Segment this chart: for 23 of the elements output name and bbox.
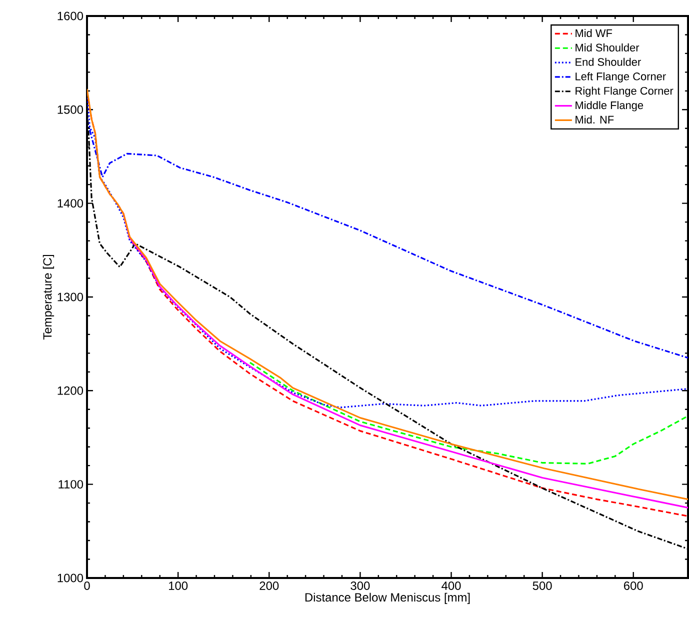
x-tick-label: 600: [624, 582, 643, 590]
y-tick-label: 1300: [58, 292, 84, 302]
x-axis-title: Distance Below Meniscus [mm]: [305, 592, 470, 604]
x-tick-label: 0: [84, 582, 90, 590]
legend-label: Mid WF: [576, 29, 612, 38]
legend-label: Mid. NF: [576, 116, 614, 124]
x-tick-label: 200: [260, 582, 279, 590]
y-tick-label: 1600: [58, 12, 84, 20]
x-tick-label: 300: [350, 582, 370, 590]
legend-label: End Shoulder: [576, 58, 641, 66]
legend-label: Right Flange Corner: [576, 86, 674, 97]
y-tick-label: 1000: [58, 574, 84, 582]
x-tick-label: 100: [169, 582, 188, 590]
legend-label: Left Flange Corner: [576, 72, 666, 82]
legend-label: Middle Flange: [576, 101, 644, 112]
y-tick-label: 1100: [58, 480, 84, 489]
x-tick-label: 500: [532, 582, 552, 590]
x-tick-label: 400: [442, 582, 461, 590]
y-tick-label: 1500: [58, 105, 84, 114]
y-tick-label: 1400: [58, 199, 84, 208]
y-axis-title: Temperature [C]: [42, 255, 54, 340]
legend-label: Mid Shoulder: [576, 43, 640, 52]
y-tick-label: 1200: [58, 386, 84, 395]
